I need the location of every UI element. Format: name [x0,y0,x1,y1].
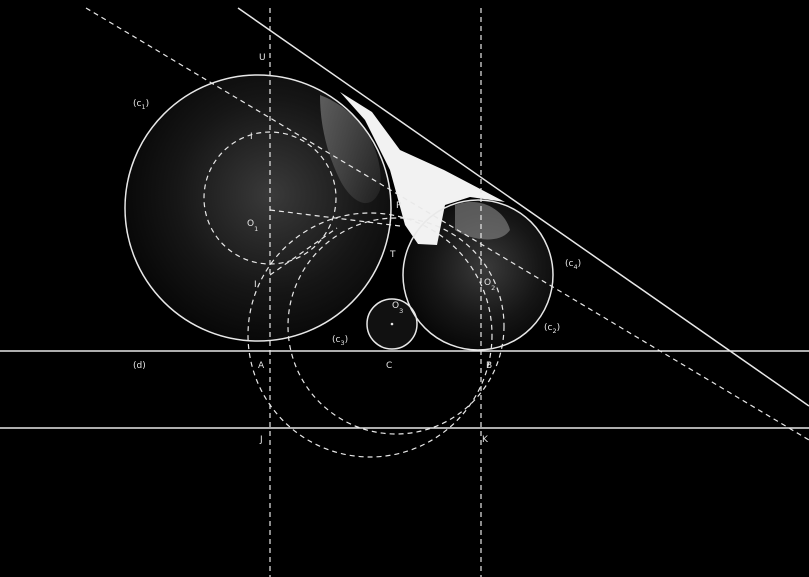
label-i-bottom: I [254,280,257,290]
circle-c1 [124,74,392,342]
dashed-segment-o1-p [269,209,401,227]
label-d: (d) [133,361,146,371]
label-b: B [486,361,492,371]
circle-c3 [366,298,418,350]
label-o1: O1 [247,219,258,233]
dashed-circle-large-left [247,212,493,458]
label-o3: O3 [392,301,403,315]
label-j: J [259,435,263,445]
label-k: K [482,435,489,445]
tangent-line-c4 [237,7,809,407]
label-p: P [396,201,402,211]
dashed-segment-i-t [269,227,338,276]
center-dot-o3 [390,322,394,326]
label-c1: (c1) [133,99,149,111]
label-c3: (c3) [332,335,348,347]
label-a: A [258,361,265,371]
circle-c2 [402,199,554,351]
photo-fill [125,75,553,350]
label-u: U [259,53,266,63]
label-c: C [386,361,392,371]
label-o2: O2 [484,278,495,292]
dashed-circle-large-center [287,217,505,435]
label-i-top: I [250,132,253,142]
label-t: T [389,250,396,260]
label-c2: (c2) [544,323,560,335]
label-c4: (c4) [565,259,581,271]
